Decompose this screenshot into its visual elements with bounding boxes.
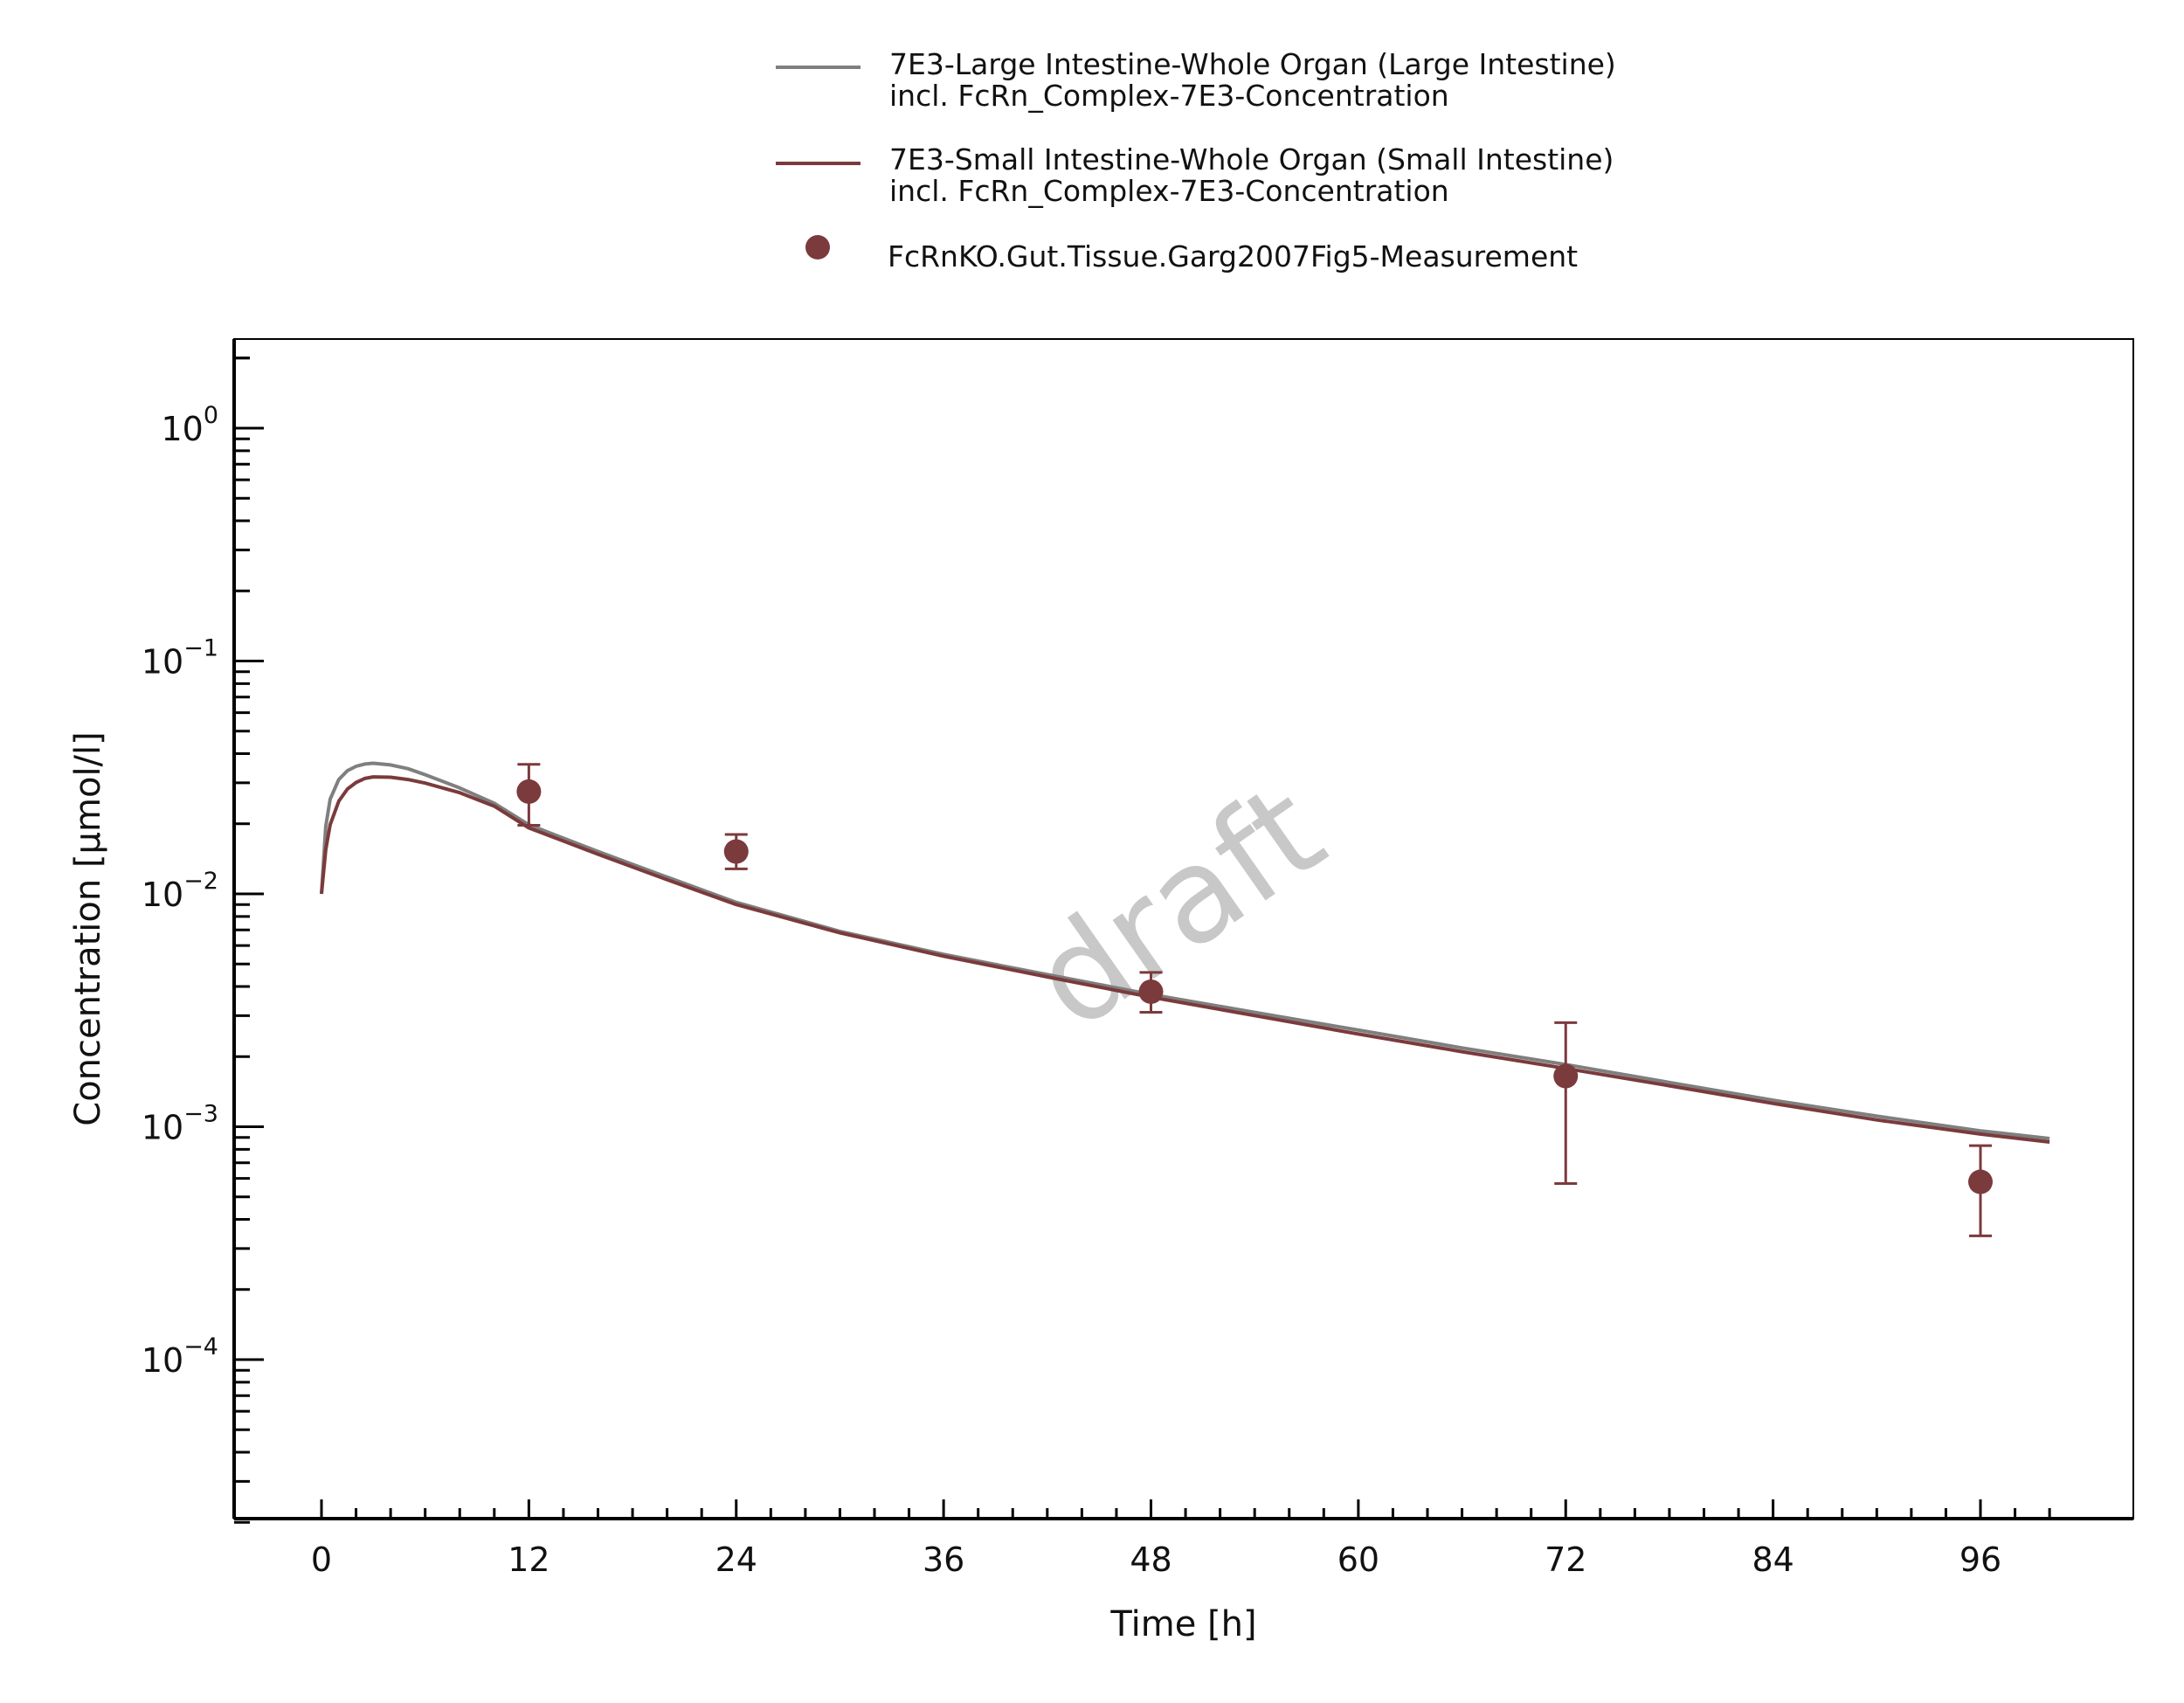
y-tick-label: 10−2	[142, 868, 218, 914]
legend-label-small-intestine: 7E3-Small Intestine-Whole Organ (Small I…	[889, 142, 1614, 177]
y-tick-label: 10−1	[142, 635, 218, 682]
watermark-draft: draft	[1006, 755, 1350, 1059]
x-axis-title: Time [h]	[1109, 1604, 1256, 1644]
y-tick-base: 10	[142, 643, 183, 682]
x-tick-label: 12	[508, 1540, 549, 1579]
legend-label-small-intestine-line2: incl. FcRn_Complex-7E3-Concentration	[889, 174, 1449, 208]
series-line-small-intestine	[320, 775, 2050, 1144]
x-tick-label: 0	[311, 1540, 332, 1579]
legend-label-measurement: FcRnKO.Gut.Tissue.Garg2007Fig5-Measureme…	[888, 239, 1578, 273]
x-tick-label: 72	[1545, 1540, 1586, 1579]
legend-marker-measurement	[805, 235, 830, 260]
y-tick-base: 10	[142, 1341, 183, 1380]
x-tick-label: 60	[1337, 1540, 1379, 1579]
y-tick-base: 10	[161, 410, 203, 448]
y-tick-exponent: −1	[183, 635, 218, 662]
legend: 7E3-Large Intestine-Whole Organ (Large I…	[776, 47, 1616, 273]
x-tick-label: 36	[923, 1540, 964, 1579]
legend-label-large-intestine-line2: incl. FcRn_Complex-7E3-Concentration	[889, 79, 1449, 113]
data-point	[516, 779, 542, 804]
data-point	[1553, 1063, 1579, 1089]
x-tick-label: 48	[1130, 1540, 1171, 1579]
series-line-large-intestine	[320, 761, 2050, 1140]
data-point	[1968, 1169, 1993, 1194]
y-tick-exponent: 0	[204, 402, 218, 429]
x-ticks: 0 12 24 36 48 60 72 84 96	[311, 1499, 2051, 1579]
series-layer	[320, 761, 2050, 1237]
legend-label-large-intestine: 7E3-Large Intestine-Whole Organ (Large I…	[889, 47, 1616, 81]
y-tick-label: 10−4	[142, 1333, 218, 1380]
y-tick-label: 10−3	[142, 1101, 218, 1147]
x-tick-label: 96	[1959, 1540, 2001, 1579]
y-tick-base: 10	[142, 1109, 183, 1147]
data-point	[723, 839, 749, 864]
y-tick-base: 10	[142, 876, 183, 914]
y-tick-exponent: −3	[183, 1101, 218, 1128]
x-tick-label: 24	[715, 1540, 757, 1579]
data-point	[1138, 979, 1164, 1004]
y-tick-exponent: −4	[183, 1333, 218, 1360]
x-tick-label: 84	[1752, 1540, 1794, 1579]
y-tick-exponent: −2	[183, 868, 218, 895]
y-tick-label: 100	[161, 402, 218, 448]
y-axis-title: Concentration [µmol/l]	[68, 731, 108, 1125]
